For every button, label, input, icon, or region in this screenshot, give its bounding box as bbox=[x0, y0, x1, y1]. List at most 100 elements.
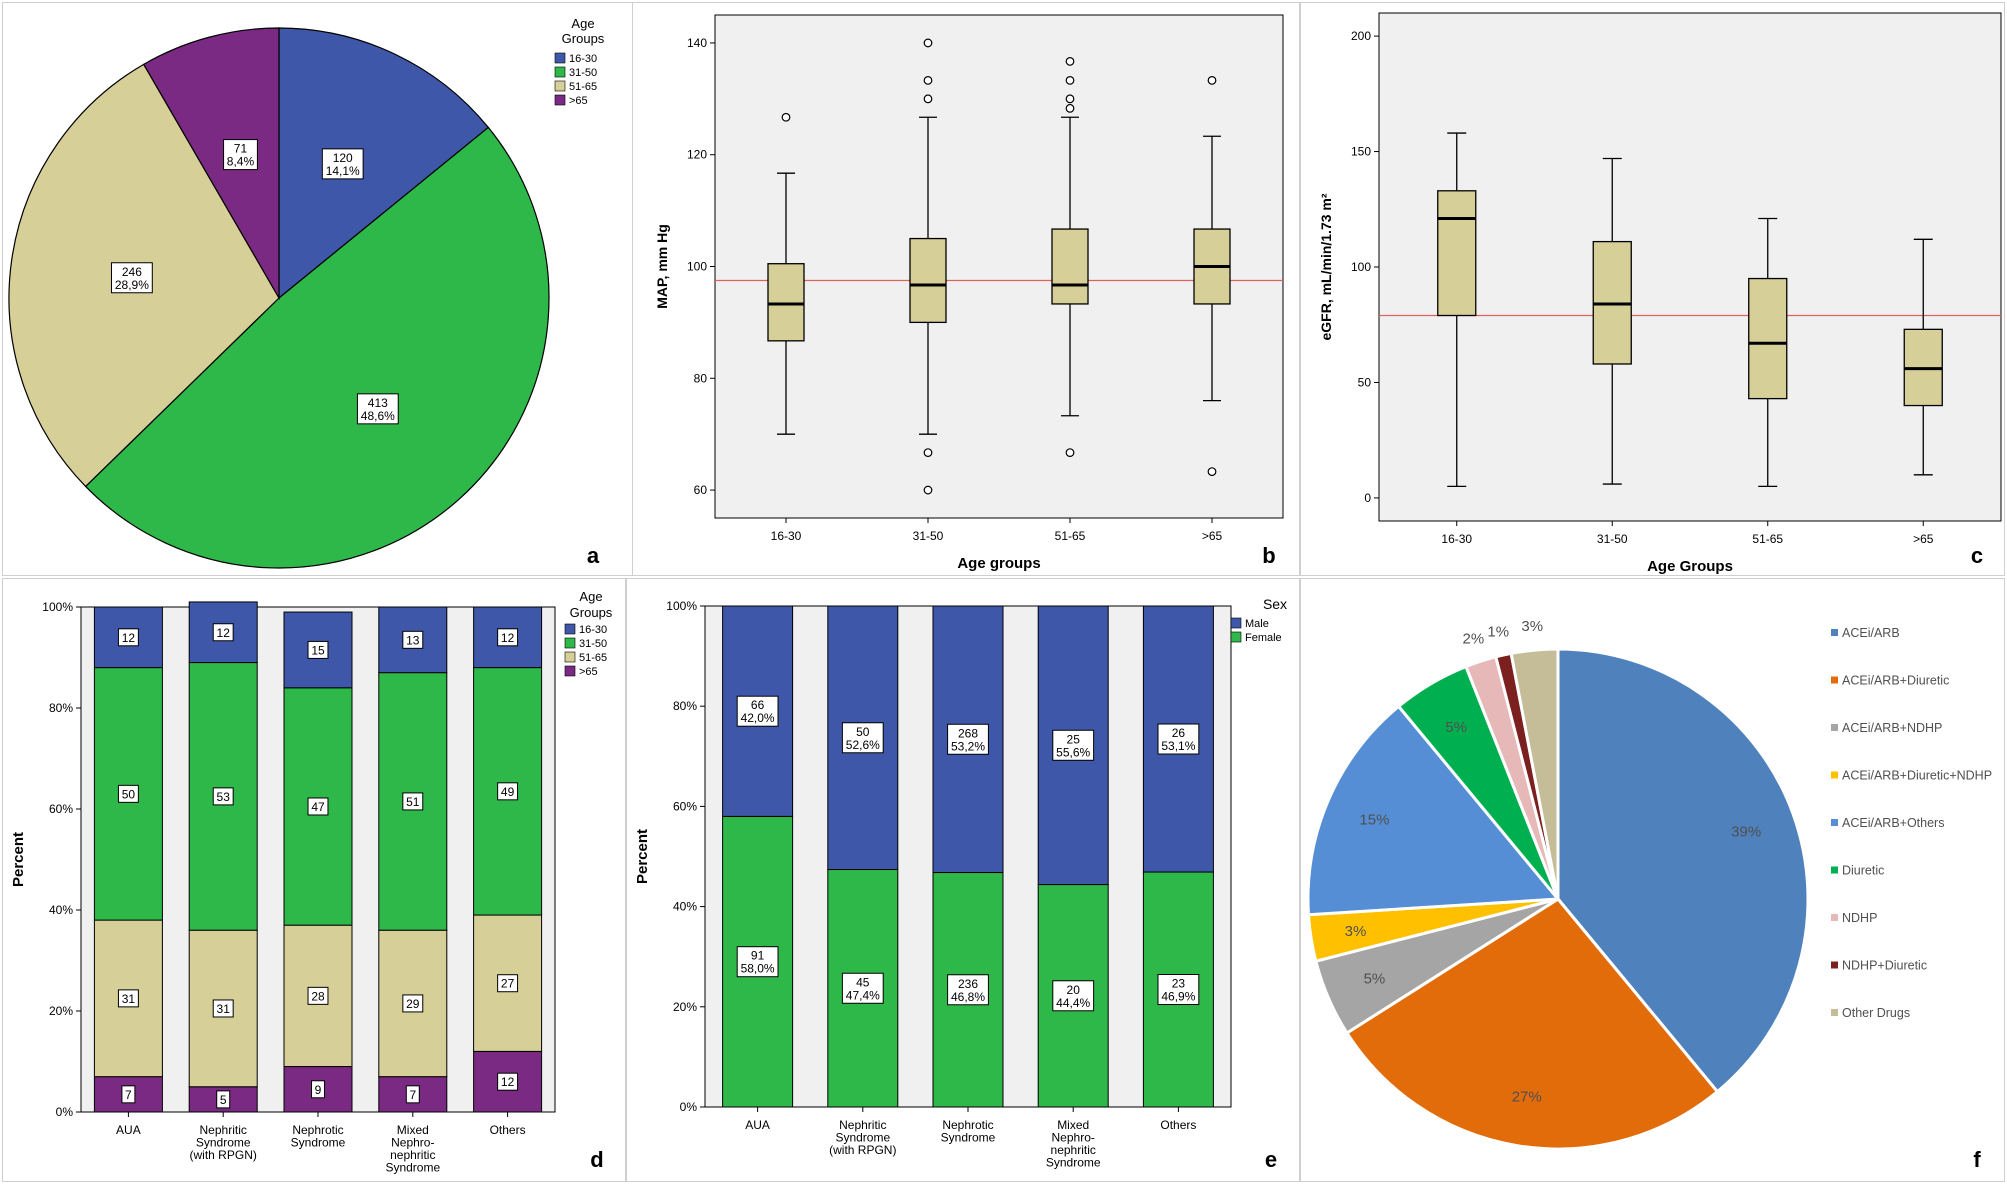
age-group-stacked-bar-chart: 0%20%40%60%80%100%AUA NephriticSyndrome(w… bbox=[10, 589, 613, 1175]
bar-data-label-box bbox=[117, 784, 139, 803]
legend-swatch bbox=[554, 80, 566, 92]
x-tick-label: Syndrome bbox=[291, 1136, 346, 1150]
pie-a-data-label: 28,9% bbox=[115, 278, 149, 292]
x-tick-label: Nephrotic bbox=[942, 1118, 993, 1132]
y-tick-label: 20% bbox=[49, 1004, 73, 1018]
pie-a-data-label-box bbox=[223, 139, 258, 171]
age-pie-slice bbox=[278, 27, 490, 300]
outlier-point bbox=[1065, 448, 1075, 458]
bar-data-label: 15 bbox=[311, 643, 325, 657]
y-tick-label: 20% bbox=[673, 1000, 697, 1014]
bar-data-label-box bbox=[497, 974, 519, 993]
bar-data-label-box bbox=[117, 628, 139, 647]
legend-swatch bbox=[564, 665, 576, 677]
pie-a-data-label: 71 bbox=[234, 142, 248, 156]
x-tick-label: Others bbox=[1160, 1118, 1196, 1132]
legend-swatch bbox=[564, 651, 576, 663]
plot-area bbox=[1378, 12, 2002, 522]
pie-f-data-label: 39% bbox=[1731, 823, 1761, 840]
legend-label: 51-65 bbox=[579, 652, 607, 664]
bar-data-label-box bbox=[947, 723, 989, 755]
panel-label: e bbox=[1265, 1147, 1277, 1172]
y-axis-label: Percent bbox=[10, 832, 27, 887]
y-tick-label: 100% bbox=[666, 599, 697, 613]
pie-f-data-label: 2% bbox=[1462, 630, 1484, 647]
legend-title: Groups bbox=[570, 605, 613, 620]
box bbox=[1748, 277, 1788, 400]
x-tick-label: Nephritic bbox=[839, 1118, 886, 1132]
y-tick-label: 100% bbox=[42, 600, 73, 614]
outlier-point bbox=[1065, 75, 1075, 85]
y-tick-label: 0 bbox=[1364, 491, 1371, 505]
legend-label: Female bbox=[1245, 632, 1282, 644]
legend-swatch bbox=[1831, 629, 1838, 636]
bar-data-label: 58,0% bbox=[741, 962, 775, 976]
legend-label: 51-65 bbox=[569, 81, 597, 93]
x-tick-label: nephritic bbox=[1051, 1143, 1096, 1157]
outlier-point bbox=[781, 112, 791, 122]
bar-data-label: 7 bbox=[409, 1088, 416, 1102]
pie-a-data-label-box bbox=[110, 262, 153, 294]
bar-data-label: 53,2% bbox=[951, 739, 985, 753]
x-tick-label: Nephro- bbox=[391, 1136, 434, 1150]
outlier-point bbox=[923, 75, 933, 85]
panel-b: 60 80 100 120 140 16-30 31-50 51-65 >65 Age group… bbox=[632, 2, 1300, 576]
bar-data-label: 49 bbox=[501, 785, 515, 799]
legend-title: Age bbox=[571, 16, 594, 31]
legend-label: 16-30 bbox=[569, 53, 597, 65]
panel-d: 0% 20% 40% 60% 80% 100% AUA Nephritic Syndrome (w… bbox=[2, 578, 626, 1182]
panel-label: f bbox=[1973, 1147, 1981, 1172]
y-axis-label: Percent bbox=[634, 829, 651, 884]
bar-data-label-box bbox=[497, 782, 519, 801]
legend-swatch bbox=[1230, 631, 1242, 643]
bar-data-label-box bbox=[736, 695, 779, 727]
bar-data-label: 25 bbox=[1067, 732, 1081, 746]
legend-label: ACEi/ARB+Others bbox=[1842, 816, 1944, 830]
y-tick-label: 80% bbox=[673, 699, 697, 713]
pie-f-data-label: 3% bbox=[1345, 923, 1367, 940]
legend-label: >65 bbox=[569, 95, 588, 107]
outlier-point bbox=[1065, 56, 1075, 66]
bar-data-label-box bbox=[212, 787, 234, 806]
bar-data-label-box bbox=[841, 722, 884, 754]
legend-swatch bbox=[564, 637, 576, 649]
y-tick-label: 60% bbox=[49, 802, 73, 816]
y-tick-label: 200 bbox=[1351, 29, 1371, 43]
bar-data-label-box bbox=[307, 797, 329, 816]
x-tick-label: (with RPGN) bbox=[829, 1143, 896, 1157]
x-tick-label: Nephro- bbox=[1052, 1131, 1095, 1145]
x-axis-label: Age Groups bbox=[1647, 558, 1733, 575]
bar-data-label: 268 bbox=[958, 726, 978, 740]
x-tick-label: Syndrome bbox=[196, 1136, 251, 1150]
y-axis-label: MAP, mm Hg bbox=[654, 224, 670, 309]
y-tick-label: 120 bbox=[687, 148, 707, 162]
legend-swatch bbox=[1831, 961, 1838, 969]
pie-f-data-label: 1% bbox=[1487, 624, 1509, 641]
x-tick-label: Syndrome bbox=[385, 1161, 440, 1175]
bar-data-label: 7 bbox=[125, 1088, 132, 1102]
bar-data-label: 26 bbox=[1172, 726, 1186, 740]
x-tick-label: 16-30 bbox=[771, 529, 802, 543]
y-tick-label: 80 bbox=[694, 371, 708, 385]
x-tick-label: Syndrome bbox=[835, 1131, 890, 1145]
pie-a-data-label: 48,6% bbox=[361, 409, 395, 423]
bar-data-label-box bbox=[841, 972, 884, 1004]
y-tick-label: 50 bbox=[1358, 375, 1372, 389]
bar-data-label: 12 bbox=[501, 631, 515, 645]
bar-data-label: 66 bbox=[751, 698, 765, 712]
outlier-point bbox=[1065, 103, 1075, 113]
outlier-point bbox=[923, 448, 933, 458]
plot-area bbox=[714, 14, 1284, 519]
box bbox=[1051, 228, 1089, 305]
bar-data-label-box bbox=[212, 623, 234, 642]
outlier-point bbox=[923, 94, 933, 104]
legend-swatch bbox=[1831, 1009, 1838, 1016]
legend-swatch bbox=[1831, 819, 1838, 826]
bar-data-label: 5 bbox=[220, 1093, 227, 1107]
bar-data-label: 52,6% bbox=[846, 738, 880, 752]
bar-data-label-box bbox=[402, 994, 424, 1013]
bar-data-label: 91 bbox=[751, 949, 765, 963]
bar-data-label: 13 bbox=[406, 633, 420, 647]
x-tick-label: Nephritic bbox=[200, 1123, 247, 1137]
x-tick-label: AUA bbox=[116, 1123, 141, 1137]
